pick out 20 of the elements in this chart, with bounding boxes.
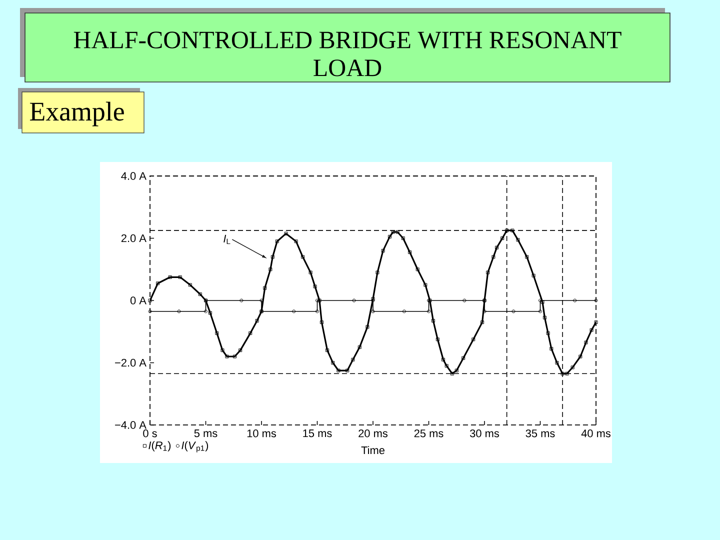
- chart-title: HALF-CONTROLLED BRIDGE WITH RESONANT LOAD: [74, 32, 622, 76]
- annotation: I$_{L}$: [224, 234, 230, 244]
- x-tick-label: 35 ms: [526, 430, 555, 438]
- x-tick-label: 10 ms: [247, 430, 276, 438]
- y-tick-label: 2.0 A: [121, 234, 146, 242]
- x-tick-label: 25 ms: [414, 430, 444, 438]
- y-tick-label: −2.0 A: [115, 358, 146, 367]
- chart-subtitle: Example: [30, 102, 124, 126]
- x-tick-label: 20 ms: [358, 430, 388, 438]
- x-tick-label: 30 ms: [470, 430, 500, 438]
- x-tick-label: 5 ms: [194, 430, 218, 438]
- x-tick-label: 40 ms: [581, 430, 611, 438]
- x-tick-label: 15 ms: [303, 430, 332, 438]
- legend-label: I(V$_{p1}$): [182, 441, 208, 452]
- y-tick-label: −4.0 A: [115, 421, 146, 429]
- x-axis-title: Time: [361, 446, 384, 454]
- y-tick-label: 0 A: [130, 296, 146, 304]
- legend-label: I(R$_{1}$): [148, 441, 171, 452]
- y-tick-label: 4.0 A: [121, 172, 146, 180]
- x-tick-label: 0 s: [143, 430, 157, 438]
